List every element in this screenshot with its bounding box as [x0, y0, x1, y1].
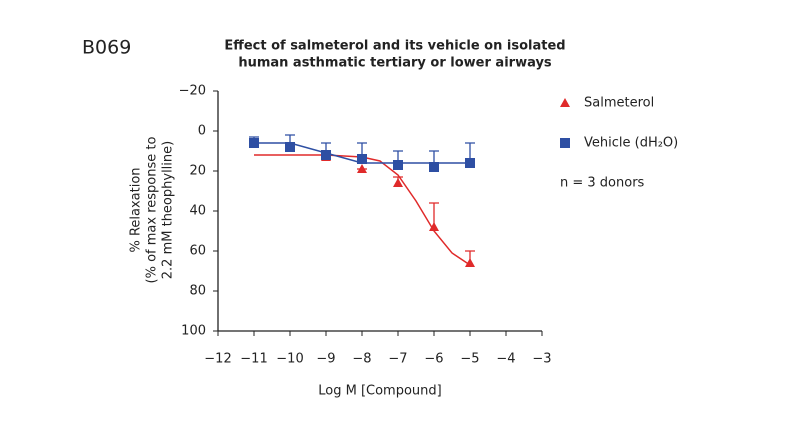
data-point	[393, 160, 403, 170]
x-tick-label: −4	[496, 352, 515, 367]
x-tick-label: −11	[240, 352, 267, 367]
y-tick-label: −20	[179, 84, 206, 99]
x-tick-label: −7	[388, 352, 407, 367]
x-tick-label: −6	[424, 352, 443, 367]
legend-marker	[560, 138, 570, 148]
legend-label: Vehicle (dH₂O)	[584, 136, 678, 151]
data-point	[465, 258, 475, 267]
x-tick-label: −9	[316, 352, 335, 367]
y-tick-label: 40	[189, 204, 206, 219]
y-tick-label: 100	[181, 324, 206, 339]
data-point	[465, 158, 475, 168]
panel-label: B069	[82, 37, 131, 59]
y-tick-label: 80	[189, 284, 206, 299]
y-tick-label: 60	[189, 244, 206, 259]
x-tick-label: −3	[532, 352, 551, 367]
x-tick-label: −8	[352, 352, 371, 367]
y-axis-label-line: (% of max response to	[145, 137, 160, 284]
data-point	[429, 222, 439, 231]
chart-title: Effect of salmeterol and its vehicle on …	[224, 39, 565, 54]
legend-label: Salmeterol	[584, 96, 654, 111]
y-tick-label: 0	[198, 124, 206, 139]
x-tick-label: −12	[204, 352, 231, 367]
y-axis-label-line: 2.2 mM theophylline)	[161, 141, 176, 279]
data-point	[357, 154, 367, 164]
fit-curve	[254, 154, 471, 266]
annotation: n = 3 donors	[560, 176, 645, 191]
data-point	[429, 162, 439, 172]
data-point	[321, 150, 331, 160]
chart-title: human asthmatic tertiary or lower airway…	[238, 56, 552, 71]
data-point	[249, 138, 259, 148]
y-axis-label-line: % Relaxation	[129, 167, 144, 252]
data-point	[285, 142, 295, 152]
legend-marker	[560, 98, 570, 107]
x-axis-label: Log M [Compound]	[318, 384, 441, 399]
x-tick-label: −5	[460, 352, 479, 367]
data-point	[357, 164, 367, 173]
data-point	[393, 178, 403, 187]
y-tick-label: 20	[189, 164, 206, 179]
y-axis-label: % Relaxation (% of max response to 2.2 m…	[129, 137, 176, 284]
x-tick-label: −10	[276, 352, 303, 367]
